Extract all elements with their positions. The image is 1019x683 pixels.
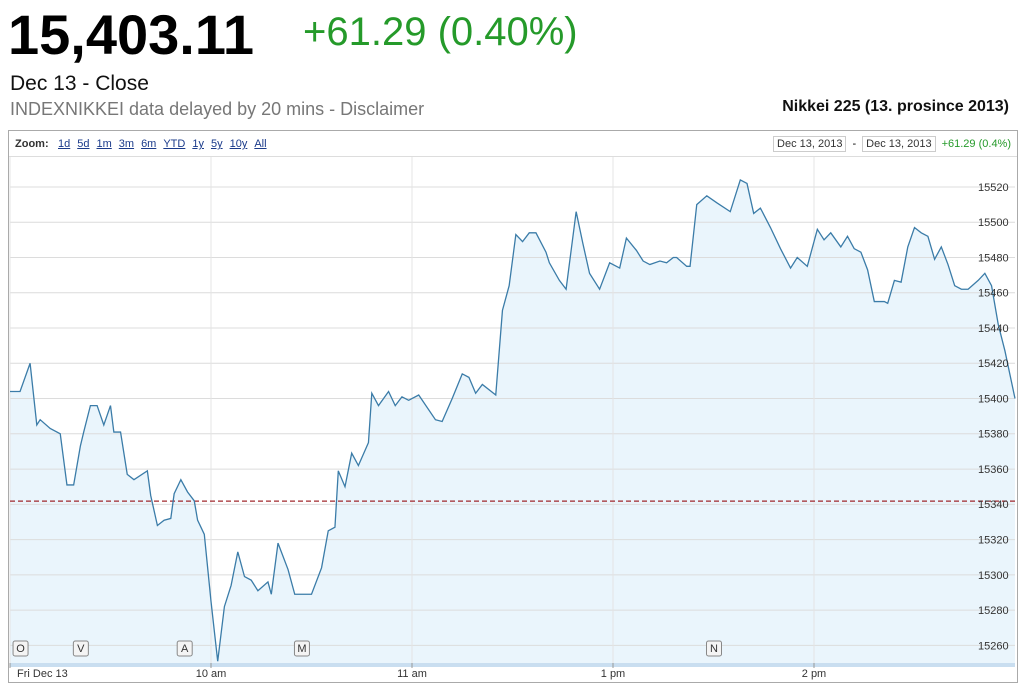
- y-tick-label: 15300: [978, 570, 1009, 582]
- zoom-option[interactable]: 1d: [58, 138, 71, 150]
- zoom-option[interactable]: YTD: [163, 138, 186, 150]
- zoom-options: 1d 5d 1m 3m 6m YTD 1y 5y 10y All: [58, 138, 267, 150]
- event-flag-label: N: [710, 643, 718, 655]
- event-flag: [72, 640, 89, 657]
- x-tick-label: Fri Dec 13: [17, 668, 68, 680]
- area-fill: [10, 179, 1015, 663]
- event-flag-label: O: [16, 643, 25, 655]
- zoom-option[interactable]: 1y: [192, 138, 204, 150]
- price: 15,403.11: [8, 3, 255, 66]
- zoom-option[interactable]: All: [254, 138, 267, 150]
- y-tick-label: 15320: [978, 534, 1009, 546]
- status: Dec 13 - Close: [10, 72, 149, 95]
- y-tick-label: 15360: [978, 464, 1009, 476]
- toolbar: Zoom: 1d 5d 1m 3m 6m YTD 1y 5y 10y All Dec 13, 20…: [9, 131, 1017, 157]
- zoom-option[interactable]: 1m: [96, 138, 112, 150]
- chart-title: Nikkei 225 (13. prosince 2013): [782, 98, 1009, 115]
- x-tick-label: 1 pm: [601, 668, 625, 680]
- y-tick-label: 15520: [978, 182, 1009, 194]
- zoom-label: Zoom:: [15, 138, 49, 150]
- y-tick-label: 15420: [978, 358, 1009, 370]
- x-tick-label: 11 am: [397, 668, 427, 680]
- zoom-option[interactable]: 5d: [77, 138, 90, 150]
- disclaimer: INDEXNIKKEI data delayed by 20 mins - Di…: [10, 99, 425, 119]
- y-tick-label: 15260: [978, 640, 1009, 652]
- date-range: Dec 13, 2013 - Dec 13, 2013 +61.29 (0.4%…: [773, 136, 1011, 152]
- range-change: +61.29 (0.4%): [941, 138, 1011, 150]
- zoom-option[interactable]: 6m: [141, 138, 157, 150]
- price-change: +61.29 (0.40%): [303, 10, 578, 54]
- zoom-option[interactable]: 3m: [118, 138, 135, 150]
- price-line: [10, 178, 1016, 662]
- x-axis-band: [10, 663, 1015, 667]
- range-start[interactable]: Dec 13, 2013: [773, 136, 847, 152]
- range-separator: -: [852, 138, 857, 150]
- zoom-option[interactable]: 5y: [210, 138, 223, 150]
- event-flag: [176, 640, 193, 657]
- x-tick-label: 10 am: [196, 668, 227, 680]
- event-flag: [293, 640, 310, 657]
- y-tick-label: 15280: [978, 605, 1009, 617]
- y-tick-label: 15460: [978, 288, 1009, 300]
- range-end[interactable]: Dec 13, 2013: [862, 136, 936, 152]
- y-tick-label: 15480: [978, 252, 1009, 264]
- chart-frame: Zoom: 1d 5d 1m 3m 6m YTD 1y 5y 10y All Dec 13, 20…: [8, 130, 1018, 683]
- y-tick-label: 15400: [978, 393, 1009, 405]
- y-tick-label: 15500: [978, 217, 1009, 229]
- zoom-option[interactable]: 10y: [229, 138, 248, 150]
- y-tick-label: 15440: [978, 323, 1009, 335]
- event-flag: [12, 640, 29, 657]
- x-tick-label: 2 pm: [802, 668, 826, 680]
- y-tick-label: 15380: [978, 429, 1009, 441]
- y-tick-label: 15340: [978, 499, 1009, 511]
- event-flag-label: A: [181, 643, 189, 655]
- event-flag: [706, 640, 722, 657]
- event-flag-label: M: [297, 643, 306, 655]
- event-flag-label: V: [77, 643, 85, 655]
